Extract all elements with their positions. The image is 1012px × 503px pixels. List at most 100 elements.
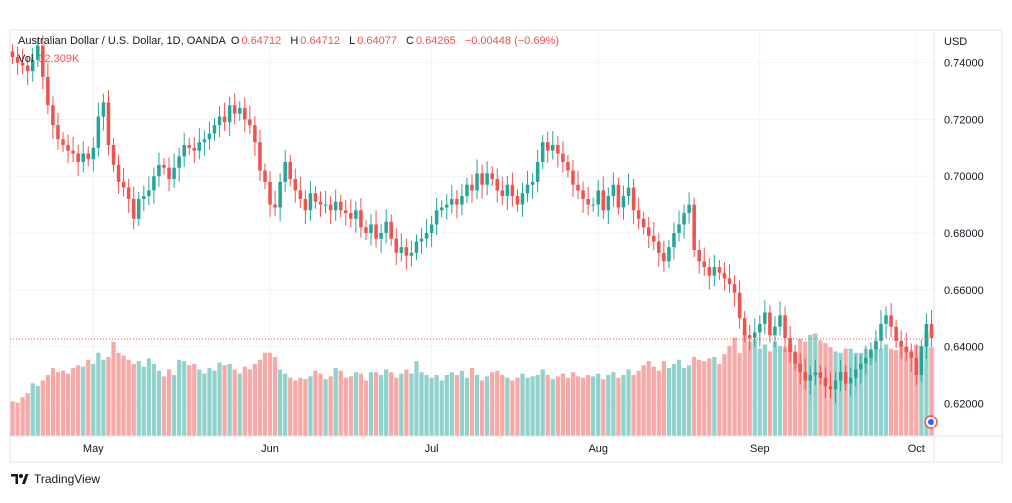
volume-bar: [621, 374, 626, 436]
volume-bar: [15, 402, 20, 436]
volume-bar: [853, 352, 858, 436]
volume-bar: [348, 376, 353, 436]
candle-body: [758, 323, 762, 333]
volume-bar: [177, 359, 182, 436]
volume-bar: [555, 376, 560, 436]
volume-bar: [278, 369, 283, 436]
volume-bar: [35, 386, 40, 436]
volume-label[interactable]: Vol: [18, 53, 34, 65]
volume-bar: [580, 377, 586, 436]
volume-bar: [550, 379, 555, 436]
candle-body: [364, 227, 368, 233]
candle-body: [515, 196, 520, 205]
volume-bar: [40, 380, 45, 436]
volume-bar: [358, 373, 364, 436]
volume-bar: [101, 359, 106, 436]
volume-bar: [601, 379, 606, 436]
volume-bar: [793, 351, 798, 436]
candle-body: [525, 184, 530, 194]
volume-bar: [414, 361, 419, 436]
candle-body: [556, 144, 560, 154]
volume-bar: [283, 373, 288, 436]
volume-bar: [777, 345, 783, 436]
candle-body: [672, 233, 676, 248]
candle-body: [384, 221, 388, 233]
candle-body: [278, 181, 282, 208]
candle-body: [293, 179, 298, 191]
volume-bar: [757, 348, 762, 436]
y-tick-label: 0.72000: [944, 114, 984, 126]
candle-body: [419, 238, 424, 242]
volume-bar: [187, 365, 192, 436]
candle-body: [106, 102, 111, 145]
candle-body: [162, 164, 166, 168]
volume-bar: [267, 352, 273, 436]
volume-bar: [873, 347, 879, 436]
volume-bar: [106, 356, 111, 436]
candle-body: [793, 352, 797, 364]
candle-body: [253, 125, 257, 143]
volume-bar: [737, 352, 742, 436]
volume-bar: [752, 338, 757, 436]
candle-body: [157, 164, 161, 177]
volume-bar: [232, 369, 237, 436]
volume-bar: [676, 359, 682, 436]
volume-bar: [671, 363, 677, 436]
candle-body: [227, 105, 232, 123]
candle-body: [848, 377, 853, 384]
candle-body: [646, 227, 651, 236]
x-axis-tick-labels: MayJunJulAugSepOctNov: [83, 443, 925, 455]
candle-body: [96, 116, 101, 148]
volume-bar: [929, 347, 934, 436]
candle-body: [864, 357, 868, 364]
volume-bar: [146, 358, 151, 436]
volume-bar: [464, 377, 470, 436]
volume-bar: [485, 376, 490, 436]
candle-body: [248, 119, 252, 126]
volume-bar: [363, 380, 369, 436]
volume-bar: [338, 370, 343, 436]
volume-bar: [591, 376, 596, 436]
volume-bar: [227, 363, 232, 436]
candle-body: [333, 201, 338, 211]
volume-bar: [136, 361, 141, 436]
candle-body: [717, 267, 722, 273]
candle-body: [480, 173, 484, 185]
volume-bar: [843, 348, 848, 436]
symbol-title[interactable]: Australian Dollar / U.S. Dollar, 1D, OAN…: [18, 35, 226, 47]
low-value: 0.64077: [357, 35, 397, 47]
volume-bar: [30, 383, 35, 436]
candle-body: [747, 335, 752, 339]
volume-bar: [697, 359, 702, 436]
volume-bar: [121, 355, 126, 436]
candle-body: [424, 233, 429, 239]
candle-body: [752, 332, 757, 339]
volume-bar: [742, 332, 747, 436]
candle-body: [444, 204, 449, 208]
candle-body: [455, 198, 459, 205]
volume-bar: [772, 341, 778, 436]
volume-bar: [651, 366, 656, 436]
y-tick-label: 0.64000: [944, 342, 984, 354]
volume-bar: [247, 369, 252, 436]
volume-bar: [666, 368, 672, 436]
volume-bars: [10, 332, 934, 436]
candle-body: [354, 210, 358, 219]
candle-body: [167, 167, 171, 180]
candle-body: [399, 247, 404, 253]
volume-bar: [212, 370, 217, 436]
high-label: H: [290, 35, 299, 47]
volume-bar: [495, 370, 500, 436]
volume-bar: [141, 366, 146, 436]
tradingview-brand[interactable]: TradingView: [11, 472, 100, 486]
flag-badge-dot-icon: [928, 419, 934, 425]
volume-bar: [560, 373, 566, 436]
candle-body: [914, 357, 919, 375]
candle-body: [636, 210, 641, 219]
candle-body: [142, 196, 146, 199]
candle-body: [707, 267, 712, 276]
x-tick-label: Oct: [908, 443, 925, 455]
volume-bar: [525, 377, 530, 436]
candle-body: [677, 224, 681, 233]
